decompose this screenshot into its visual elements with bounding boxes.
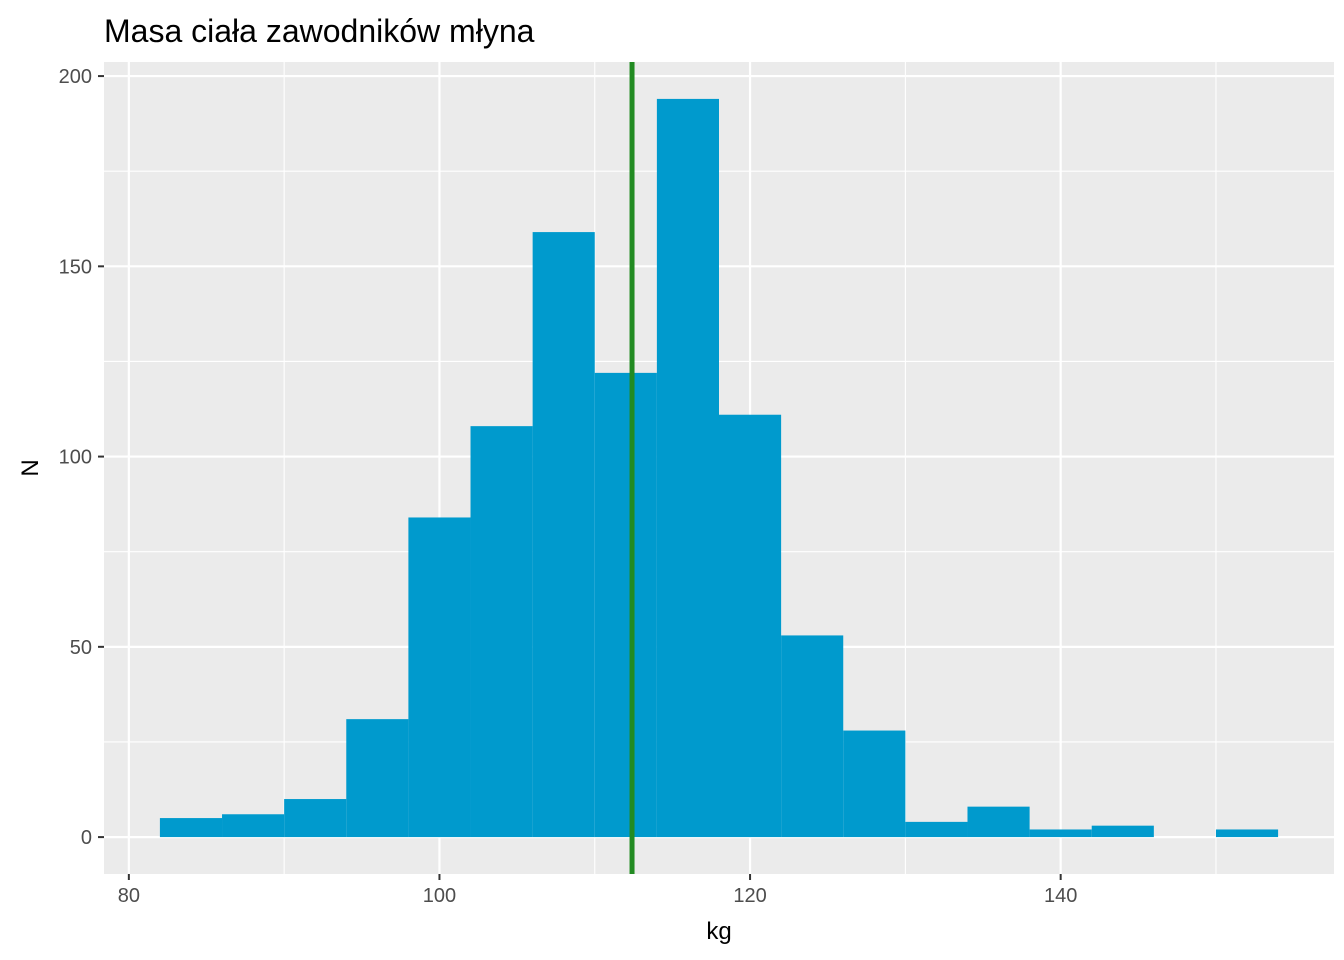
histogram-bar [719,414,782,838]
histogram-bar [284,799,347,838]
y-tick-label: 0 [81,827,92,849]
x-axis-ticks: 80 100 120 140 [118,874,1077,907]
histogram-bar [346,719,409,838]
y-tick-label: 100 [59,447,92,469]
x-tick-label: 80 [118,885,140,907]
histogram-bar [159,818,223,838]
x-tick-label: 100 [423,885,456,907]
y-axis-title: N [17,459,44,476]
histogram-bar [1029,829,1092,838]
histogram-bar [222,814,285,838]
histogram-bar [967,806,1030,838]
histogram-bar [408,517,471,838]
histogram-bar [781,635,844,838]
histogram-bar [470,426,533,838]
histogram-bar [1215,829,1279,838]
histogram-bar [594,372,657,838]
y-tick-label: 150 [59,256,92,278]
histogram-bar [1091,825,1154,838]
x-axis-title: kg [706,918,731,945]
histogram-bar [843,730,906,838]
histogram-bar [905,821,968,838]
histogram-bar [656,98,719,838]
y-tick-label: 200 [59,66,92,88]
x-tick-label: 140 [1044,885,1077,907]
y-tick-label: 50 [70,637,92,659]
x-tick-label: 120 [733,885,766,907]
chart-title: Masa ciała zawodników młyna [104,13,535,49]
y-axis-ticks: 0 50 100 150 200 [59,66,104,849]
histogram-bars [159,98,1279,838]
histogram-bar [532,232,595,838]
